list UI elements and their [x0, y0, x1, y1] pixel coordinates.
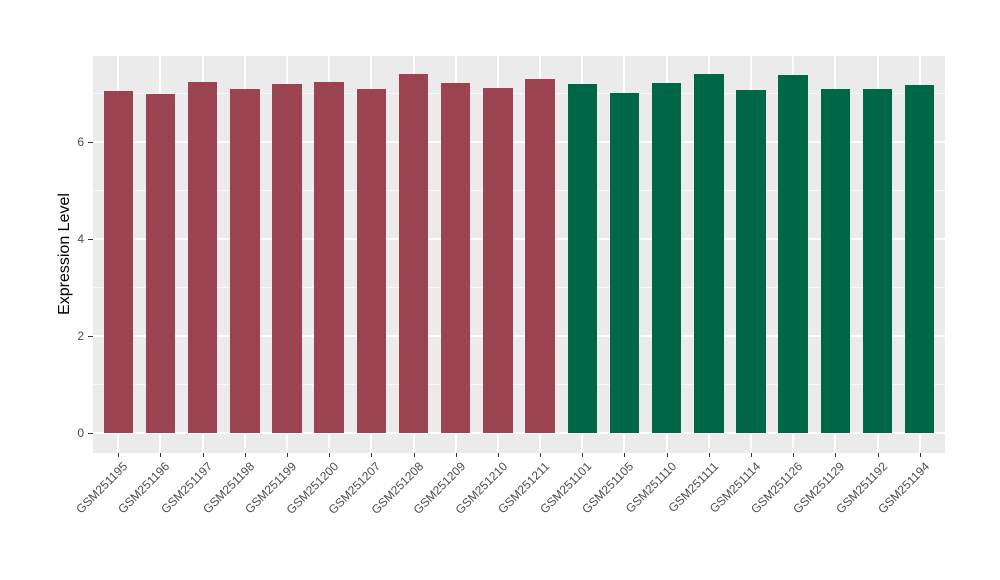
y-tick-label: 6: [77, 134, 84, 149]
gridline-major-h: [93, 335, 945, 338]
y-tick-label: 4: [77, 231, 84, 246]
bar: [145, 94, 176, 434]
x-tick-mark: [413, 453, 415, 457]
bar: [736, 90, 766, 434]
bar: [483, 88, 513, 434]
x-tick-mark: [708, 453, 710, 457]
x-tick-mark: [497, 453, 499, 457]
bar: [609, 92, 640, 434]
x-tick-mark: [624, 453, 626, 457]
y-tick-label: 2: [77, 329, 84, 344]
bar: [778, 75, 808, 434]
x-tick-mark: [582, 453, 584, 457]
y-tick-mark: [88, 336, 93, 338]
y-tick-mark: [88, 141, 93, 143]
x-tick-mark: [666, 453, 668, 457]
y-tick-mark: [88, 238, 93, 240]
bar: [567, 84, 598, 434]
bar: [862, 89, 893, 434]
gridline-major-h: [93, 237, 945, 240]
x-tick-mark: [750, 453, 752, 457]
x-tick-mark: [371, 453, 373, 457]
x-tick-mark: [244, 453, 246, 457]
gridline-minor-h: [93, 189, 945, 191]
bar: [525, 78, 555, 434]
bar: [440, 82, 471, 434]
bar: [651, 83, 682, 434]
bar: [820, 89, 851, 434]
bar: [103, 91, 134, 434]
x-tick-mark: [793, 453, 795, 457]
x-tick-mark: [329, 453, 331, 457]
x-tick-mark: [118, 453, 120, 457]
bar: [314, 82, 344, 434]
bar: [230, 89, 260, 434]
bar: [398, 74, 429, 434]
gridline-major-h: [93, 432, 945, 435]
y-tick-mark: [88, 433, 93, 435]
x-tick-mark: [287, 453, 289, 457]
x-tick-mark: [455, 453, 457, 457]
y-axis-title: Expression Level: [56, 193, 73, 315]
gridline-minor-h: [93, 287, 945, 288]
gridline-minor-h: [93, 384, 945, 386]
x-tick-mark: [919, 453, 921, 457]
x-tick-mark: [540, 453, 542, 457]
plot-panel: [93, 56, 945, 453]
y-tick-label: 0: [77, 426, 84, 441]
bar: [904, 85, 935, 434]
x-tick-mark: [877, 453, 879, 457]
x-tick-mark: [835, 453, 837, 457]
bar: [187, 82, 218, 434]
x-tick-mark: [202, 453, 204, 457]
gridline-minor-h: [93, 92, 945, 94]
x-tick-mark: [160, 453, 162, 457]
gridline-major-h: [93, 140, 945, 143]
bar: [694, 74, 724, 434]
bar: [356, 89, 387, 434]
bar: [272, 84, 302, 434]
